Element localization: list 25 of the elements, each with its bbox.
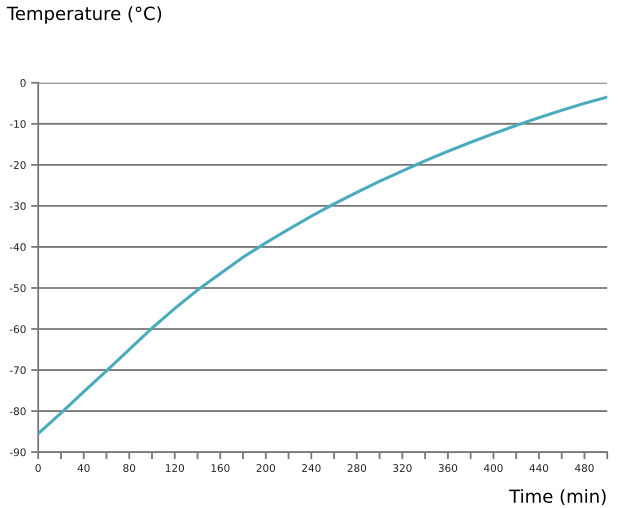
x-tick-label: 440 xyxy=(530,464,548,472)
x-tick-label: 160 xyxy=(211,464,230,472)
x-tick-label: 200 xyxy=(256,464,276,472)
y-tick-label: -20 xyxy=(10,161,26,169)
y-tick-label: -50 xyxy=(10,284,26,292)
x-tick-label: 360 xyxy=(438,464,458,472)
x-tick-label: 400 xyxy=(484,464,503,472)
x-tick-label: 280 xyxy=(348,464,366,472)
x-tick-label: 0 xyxy=(36,464,41,472)
y-tick-label: -10 xyxy=(10,120,26,128)
x-tick-label: 480 xyxy=(575,464,594,472)
x-tick-label: 320 xyxy=(393,464,412,472)
y-tick-label: 0 xyxy=(20,79,26,87)
y-tick-label: -60 xyxy=(10,325,26,334)
y-axis-title: Temperature (°C) xyxy=(6,6,162,24)
y-tick-label: -70 xyxy=(10,366,26,374)
x-tick-label: 80 xyxy=(123,464,136,472)
x-tick-label: 120 xyxy=(166,464,184,472)
x-axis-title: Time (min) xyxy=(509,489,606,506)
x-tick-label: 240 xyxy=(302,464,321,472)
x-tick-label: 40 xyxy=(78,464,90,472)
y-tick-label: -40 xyxy=(10,243,26,252)
y-tick-label: -90 xyxy=(10,448,26,456)
y-tick-label: -80 xyxy=(10,407,26,416)
y-tick-label: -30 xyxy=(10,202,26,210)
